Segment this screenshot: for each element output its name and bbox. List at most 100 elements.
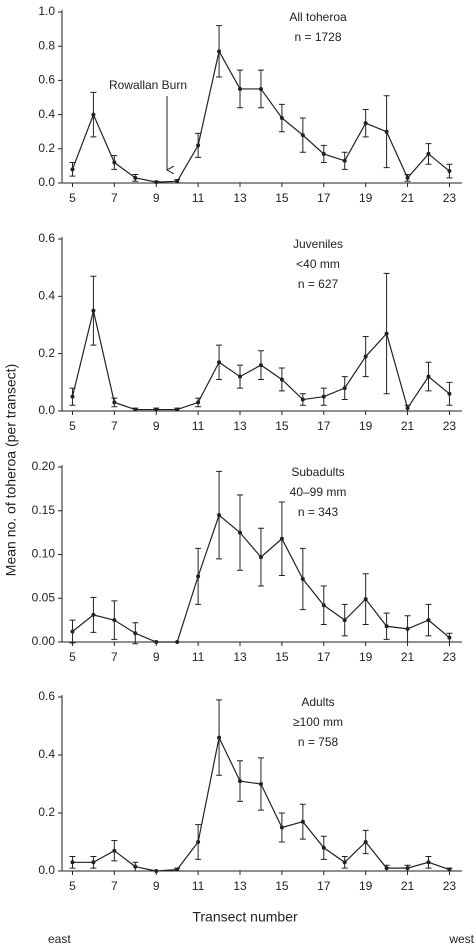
point [321, 603, 326, 608]
panel-label: n = 1728 [294, 30, 341, 44]
point [196, 840, 201, 844]
point [196, 574, 201, 579]
point [384, 624, 389, 629]
point [363, 840, 368, 844]
y-tick-label: 0.4 [38, 747, 55, 761]
x-tick-label: 23 [443, 879, 457, 893]
point [238, 374, 243, 379]
x-tick-label: 17 [317, 419, 331, 433]
point [133, 631, 138, 636]
x-tick-label: 5 [69, 650, 76, 664]
x-tick-label: 9 [153, 419, 160, 433]
point [175, 867, 180, 872]
x-tick-label: 21 [401, 419, 415, 433]
point [217, 360, 222, 365]
point [154, 180, 159, 185]
x-tick-label: 5 [69, 879, 76, 893]
point [154, 640, 159, 644]
point [405, 175, 410, 180]
point [217, 735, 222, 740]
x-tick-label: 17 [317, 650, 331, 664]
panel-label: Adults [301, 695, 334, 709]
point [405, 626, 410, 631]
panel-label: n = 627 [298, 277, 339, 291]
x-tick-label: 15 [275, 879, 289, 893]
x-tick-label: 17 [317, 879, 331, 893]
x-axis-label: Transect number [192, 909, 298, 925]
y-tick-label: 0.15 [32, 503, 56, 517]
panel-label: ≥100 mm [293, 715, 343, 729]
point [363, 121, 368, 126]
y-tick-label: 0.2 [38, 805, 55, 819]
point [91, 308, 96, 313]
y-tick-label: 0.10 [32, 547, 56, 561]
point [175, 179, 180, 184]
point [321, 394, 326, 399]
x-tick-label: 13 [233, 879, 247, 893]
x-tick-label: 15 [275, 650, 289, 664]
point [258, 86, 263, 91]
point [112, 848, 117, 853]
x-tick-label: 23 [443, 650, 457, 664]
point [70, 629, 75, 634]
point [426, 151, 431, 156]
x-tick-label: 11 [192, 650, 205, 664]
point [279, 116, 284, 121]
point [405, 406, 410, 411]
y-tick-label: 0.2 [38, 346, 55, 360]
west-label: west [448, 932, 474, 946]
point [196, 400, 201, 405]
point [300, 133, 305, 138]
x-tick-label: 19 [359, 650, 373, 664]
x-tick-label: 19 [359, 191, 373, 205]
y-tick-label: 0.6 [38, 689, 55, 703]
y-tick-label: 0.4 [38, 289, 55, 303]
east-label: east [48, 932, 71, 946]
point [426, 618, 431, 623]
x-tick-label: 7 [111, 879, 118, 893]
point [279, 377, 284, 382]
x-tick-label: 9 [153, 191, 160, 205]
y-tick-label: 0.00 [32, 634, 56, 648]
x-tick-label: 13 [233, 191, 247, 205]
panel-label: Juveniles [293, 237, 343, 251]
y-tick-label: 0.05 [32, 590, 56, 604]
point [238, 779, 243, 784]
point [196, 143, 201, 148]
point [217, 513, 222, 518]
x-tick-label: 9 [153, 650, 160, 664]
point [175, 640, 180, 644]
x-tick-label: 13 [233, 650, 247, 664]
panel-label: Subadults [291, 465, 344, 479]
point [321, 845, 326, 850]
point [279, 825, 284, 830]
point [321, 151, 326, 156]
point [133, 864, 138, 869]
point [279, 536, 284, 541]
point [258, 782, 263, 786]
point [70, 860, 75, 865]
x-tick-label: 23 [443, 191, 457, 205]
x-tick-label: 7 [111, 191, 118, 205]
panel-label: n = 758 [298, 735, 339, 749]
point [112, 618, 117, 623]
x-tick-label: 21 [401, 650, 415, 664]
y-tick-label: 0.6 [38, 231, 55, 245]
point [91, 860, 96, 865]
point [447, 391, 452, 396]
panel-label: n = 343 [298, 505, 339, 519]
point [91, 612, 96, 617]
arrow-label: Rowallan Burn [109, 78, 187, 92]
y-tick-label: 0.20 [32, 459, 56, 473]
point [447, 867, 452, 872]
x-tick-label: 19 [359, 419, 373, 433]
x-tick-label: 11 [192, 419, 205, 433]
point [154, 869, 159, 873]
x-tick-label: 21 [401, 879, 415, 893]
point [384, 331, 389, 336]
y-tick-label: 0.0 [38, 175, 55, 189]
point [300, 819, 305, 824]
x-tick-label: 5 [69, 191, 76, 205]
x-tick-label: 23 [443, 419, 457, 433]
point [384, 129, 389, 134]
